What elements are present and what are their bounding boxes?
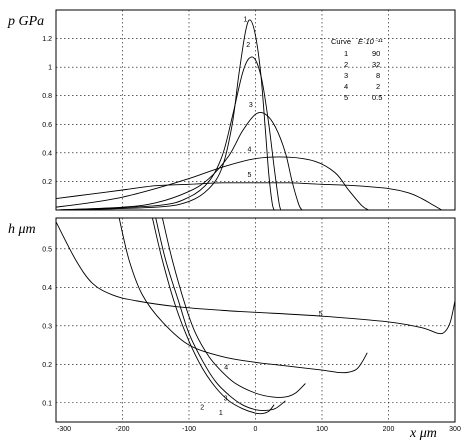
- thickness-y-tick-label: 0.3: [42, 323, 52, 330]
- pressure-chart: p GPa 0.2 0.4 0.6 0.8 1 1.2 1 2 3 4 5 Curve E·10⁻…: [7, 9, 456, 211]
- legend-row-1-curve: 1: [344, 49, 348, 58]
- pressure-y-tick-label: 0.4: [42, 150, 52, 157]
- legend-row-2-curve: 2: [344, 60, 348, 69]
- thickness-y-tick-label: 0.5: [42, 246, 52, 253]
- thickness-curve-label-4: 4: [224, 364, 228, 371]
- legend: Curve E·10⁻¹¹ 1 90 2 32 3 8 4 2 5 0.5: [331, 37, 383, 102]
- x-axis-label: x μm: [409, 426, 437, 441]
- legend-row-5-curve: 5: [344, 93, 348, 102]
- pressure-y-ticks: 0.2 0.4 0.6 0.8 1 1.2: [42, 36, 52, 186]
- thickness-curves: [55, 217, 456, 415]
- film-thickness-chart: h μm 0.1 0.2 0.3 0.4 0.5 -300 -200 -100 0 100 200…: [8, 217, 461, 441]
- legend-row-3-curve: 3: [344, 71, 348, 80]
- pressure-gridlines: [56, 10, 455, 210]
- pressure-curve-label-2: 2: [246, 42, 250, 49]
- thickness-x-tick-label: 300: [449, 426, 461, 433]
- legend-row-1-value: 90: [372, 49, 380, 58]
- legend-row-4-curve: 4: [344, 82, 348, 91]
- thickness-y-tick-label: 0.1: [42, 400, 52, 407]
- pressure-curve-label-1: 1: [244, 16, 248, 23]
- legend-row-4-value: 2: [376, 82, 380, 91]
- thickness-curve-label-3: 3: [224, 395, 228, 402]
- legend-row-2-value: 32: [372, 60, 380, 69]
- pressure-y-tick-label: 1.2: [42, 36, 52, 43]
- pressure-curve-label-3: 3: [249, 102, 253, 109]
- thickness-curve-4: [118, 217, 368, 374]
- thickness-x-tick-label: -300: [57, 426, 71, 433]
- pressure-y-tick-label: 0.2: [42, 179, 52, 186]
- thickness-y-ticks: 0.1 0.2 0.3 0.4 0.5: [42, 246, 52, 407]
- pressure-curve-label-4: 4: [248, 146, 252, 153]
- thickness-y-tick-label: 0.4: [42, 285, 52, 292]
- pressure-curve-label-5: 5: [248, 172, 252, 179]
- thickness-curve-3: [161, 217, 306, 398]
- thickness-curve-2: [155, 217, 286, 412]
- legend-row-3-value: 8: [376, 71, 380, 80]
- legend-header-value: E·10⁻¹¹: [358, 37, 383, 46]
- thickness-curve-labels: 1 2 3 4 5: [200, 311, 322, 417]
- pressure-curve-3: [55, 111, 303, 211]
- pressure-y-tick-label: 0.8: [42, 93, 52, 100]
- thickness-x-tick-label: 100: [316, 426, 328, 433]
- pressure-curves: [55, 19, 442, 211]
- thickness-curve-1: [151, 217, 275, 415]
- thickness-y-axis-label: h μm: [8, 222, 36, 237]
- thickness-gridlines: [56, 218, 455, 422]
- thickness-x-tick-label: 0: [254, 426, 258, 433]
- thickness-curve-label-1: 1: [219, 410, 223, 417]
- pressure-curve-4: [55, 156, 369, 211]
- pressure-curve-5: [55, 182, 442, 211]
- thickness-x-tick-label: 200: [383, 426, 395, 433]
- thickness-x-tick-label: -200: [115, 426, 129, 433]
- pressure-y-tick-label: 1: [48, 65, 52, 72]
- thickness-curve-label-2: 2: [200, 404, 204, 411]
- legend-row-5-value: 0.5: [372, 93, 382, 102]
- pressure-y-tick-label: 0.6: [42, 122, 52, 129]
- pressure-curve-1: [55, 19, 275, 211]
- thickness-curve-label-5: 5: [319, 311, 323, 318]
- thickness-x-ticks: -300 -200 -100 0 100 200 300: [57, 426, 461, 433]
- thickness-x-tick-label: -100: [182, 426, 196, 433]
- thickness-y-tick-label: 0.2: [42, 362, 52, 369]
- legend-header-curve: Curve: [331, 37, 351, 46]
- thickness-curve-5: [55, 221, 456, 335]
- pressure-y-axis-label: p GPa: [7, 14, 44, 29]
- pressure-curve-labels: 1 2 3 4 5: [244, 16, 253, 179]
- pressure-curve-2: [55, 56, 282, 211]
